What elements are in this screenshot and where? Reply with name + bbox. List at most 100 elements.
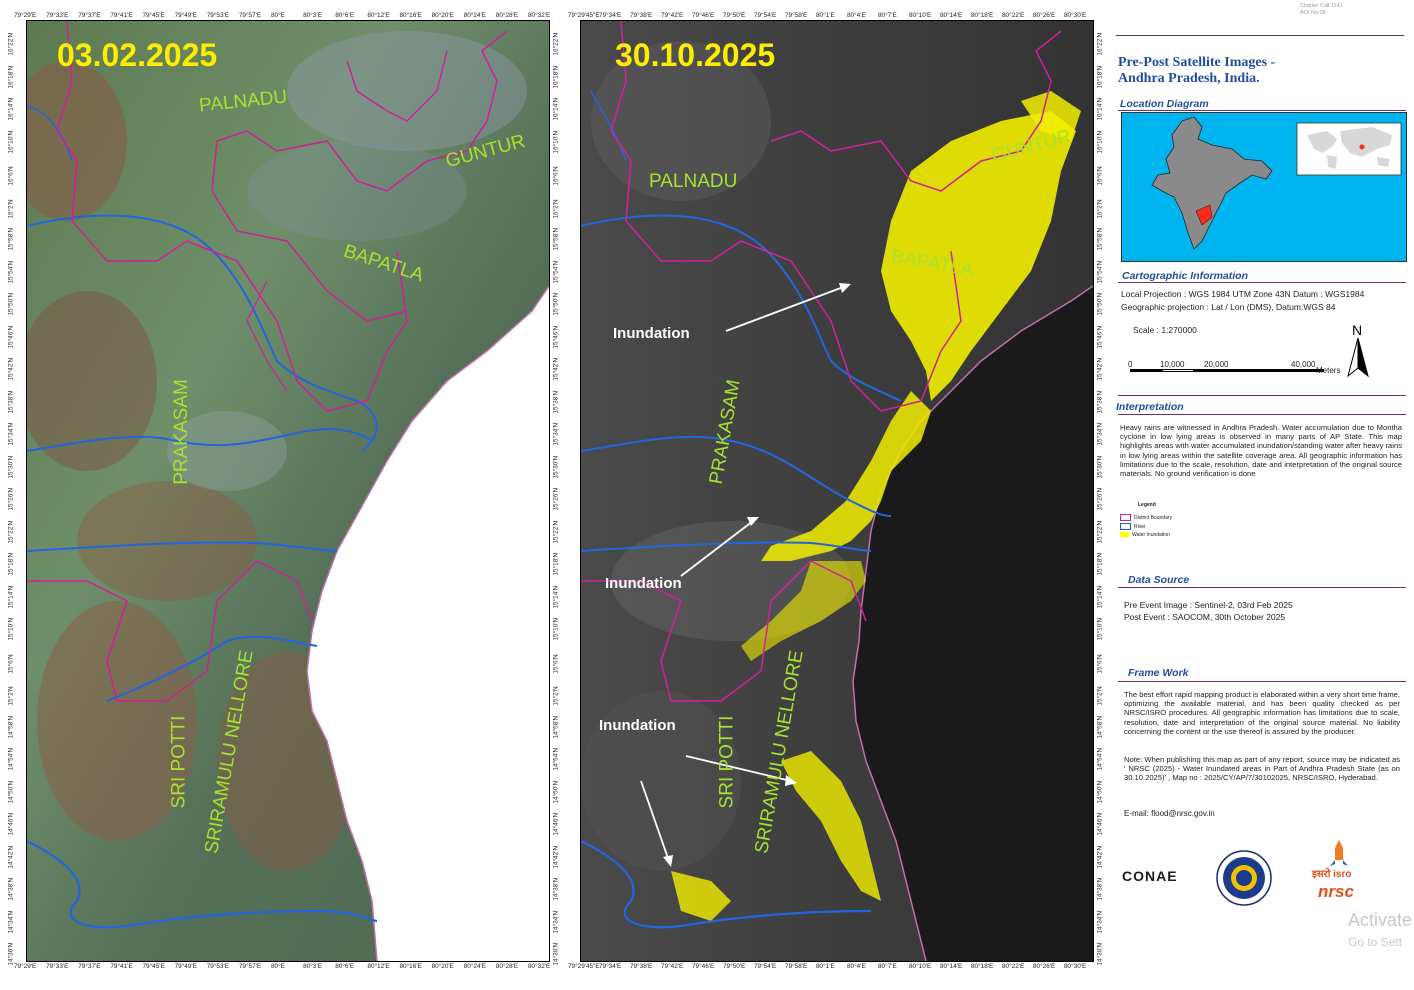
left-top-tick-16: 80°32'E	[528, 12, 551, 19]
scale-seg-3	[1194, 369, 1324, 372]
carto-line-2: Geographic projection : Lat / Lon (DMS),…	[1121, 302, 1336, 312]
left-top-tick-8: 80°E	[271, 12, 285, 19]
left-right-tick-13: 15°30'N	[552, 455, 560, 478]
left-bottom-tick-4: 79°45'E	[142, 963, 165, 970]
right-bottom-tick-14: 80°22'E	[1002, 963, 1025, 970]
right-bottom-tick-8: 80°1'E	[816, 963, 835, 970]
left-left-tick-7: 15°54'N	[7, 260, 15, 283]
north-arrow: N	[1346, 322, 1370, 378]
frame-text: The best effort rapid mapping product is…	[1124, 690, 1400, 736]
conae-logo: CONAE	[1122, 868, 1178, 884]
panel-title: Pre-Post Satellite Images - Andhra Prade…	[1118, 55, 1276, 86]
right-right-tick-7: 15°54'N	[1096, 260, 1104, 283]
legend-water-label: Water Inundation	[1132, 532, 1170, 538]
left-left-tick-25: 14°42'N	[7, 845, 15, 868]
location-rule	[1118, 110, 1406, 111]
left-bottom-tick-10: 80°6'E	[335, 963, 354, 970]
left-top-tick-12: 80°16'E	[399, 12, 422, 19]
left-left-tick-15: 15°22'N	[7, 520, 15, 543]
left-top-tick-9: 80°3'E	[303, 12, 322, 19]
scale-seg-2	[1162, 369, 1194, 372]
left-top-tick-13: 80°20'E	[431, 12, 454, 19]
data-line-1: Pre Event Image : Sentinel-2, 03rd Feb 2…	[1124, 600, 1293, 610]
right-bottom-tick-3: 79°42'E	[661, 963, 684, 970]
activate-watermark: Activate	[1348, 910, 1413, 930]
left-left-tick-0: 16°22'N	[7, 32, 15, 56]
left-map-date: 03.02.2025	[57, 37, 218, 73]
left-bottom-tick-2: 79°37'E	[78, 963, 101, 970]
right-top-tick-8: 80°1'E	[816, 12, 835, 19]
right-top-tick-15: 80°26'E	[1033, 12, 1056, 19]
right-bottom-tick-15: 80°26'E	[1033, 963, 1056, 970]
left-left-tick-28: 14°30'N	[7, 942, 15, 966]
legend-district: District Boundary	[1120, 514, 1172, 521]
right-bottom-tick-6: 79°54'E	[754, 963, 777, 970]
interp-heading: Interpretation	[1116, 401, 1184, 413]
right-bottom-tick-16: 80°30'E	[1064, 963, 1087, 970]
panel-top-rule	[1116, 35, 1404, 36]
left-top-tick-5: 79°49'E	[174, 12, 197, 19]
interp-rule	[1118, 414, 1406, 415]
left-right-tick-17: 15°14'N	[552, 585, 560, 608]
isro-rocket-icon	[1330, 840, 1348, 866]
right-bottom-tick-2: 79°38'E	[630, 963, 653, 970]
left-left-tick-8: 15°50'N	[7, 292, 15, 316]
data-line-2: Post Event : SAOCOM, 30th October 2025	[1124, 612, 1286, 622]
north-arrow-icon	[1347, 338, 1369, 378]
left-right-tick-24: 14°46'N	[552, 812, 560, 836]
left-bottom-tick-13: 80°20'E	[431, 963, 454, 970]
left-left-tick-21: 14°58'N	[7, 715, 15, 738]
right-right-tick-25: 14°42'N	[1096, 845, 1104, 868]
legend-district-swatch	[1120, 514, 1131, 521]
right-right-tick-11: 15°38'N	[1096, 390, 1104, 413]
left-bottom-tick-11: 80°12'E	[367, 963, 390, 970]
right-map-image	[581, 21, 1093, 961]
legend-water-swatch	[1120, 532, 1129, 538]
right-right-tick-1: 16°18'N	[1096, 65, 1104, 88]
legend-district-label: District Boundary	[1134, 514, 1173, 521]
right-right-tick-20: 15°2'N	[1096, 686, 1104, 706]
left-right-tick-22: 14°54'N	[552, 747, 560, 771]
right-top-tick-0: 79°29'45"E	[568, 12, 600, 19]
left-top-tick-7: 79°57'E	[238, 12, 262, 19]
left-left-tick-24: 14°46'N	[7, 812, 15, 836]
left-top-tick-1: 79°33'E	[46, 12, 69, 19]
right-bottom-tick-10: 80°7'E	[878, 963, 897, 970]
frame-note: Note: When publishing this map as part o…	[1124, 755, 1400, 783]
left-right-tick-27: 14°34'N	[552, 910, 560, 933]
scale-unit: Meters	[1316, 366, 1341, 375]
left-left-tick-19: 15°6'N	[7, 653, 15, 673]
right-top-tick-5: 79°50'E	[723, 12, 746, 19]
left-right-tick-5: 16°2'N	[552, 198, 560, 218]
left-top-tick-2: 79°37'E	[78, 12, 101, 19]
left-right-tick-8: 15°50'N	[552, 292, 560, 316]
right-right-tick-14: 15°26'N	[1096, 487, 1104, 511]
left-right-tick-20: 15°2'N	[552, 686, 560, 706]
carto-rule	[1118, 282, 1406, 283]
scale-tick-0: 0	[1128, 360, 1133, 369]
right-right-tick-23: 14°50'N	[1096, 780, 1104, 803]
left-left-tick-20: 15°2'N	[7, 686, 15, 706]
right-right-tick-6: 15°58'N	[1096, 227, 1104, 251]
left-top-tick-11: 80°12'E	[367, 12, 390, 19]
left-top-tick-10: 80°6'E	[335, 12, 354, 19]
left-left-tick-13: 15°30'N	[7, 455, 15, 478]
left-right-tick-12: 15°34'N	[552, 422, 560, 446]
right-bottom-tick-5: 79°50'E	[723, 963, 746, 970]
right-right-tick-4: 16°6'N	[1096, 166, 1104, 186]
left-right-tick-2: 16°14'N	[552, 97, 560, 121]
aoi-number: AOI No.08	[1300, 10, 1326, 16]
left-bottom-tick-5: 79°49'E	[174, 963, 197, 970]
scale-tick-20000: 20,000	[1204, 360, 1229, 369]
legend-title: Legend	[1138, 502, 1156, 508]
left-bottom-tick-6: 79°53'E	[206, 963, 230, 970]
left-left-tick-5: 16°2'N	[7, 198, 15, 218]
left-left-tick-22: 14°54'N	[7, 747, 15, 771]
right-top-tick-10: 80°7'E	[878, 12, 897, 19]
legend-river-swatch	[1120, 523, 1131, 530]
right-bottom-tick-12: 80°14'E	[940, 963, 963, 970]
left-bottom-tick-7: 79°57'E	[238, 963, 262, 970]
left-left-tick-9: 15°46'N	[7, 325, 15, 348]
right-right-tick-18: 15°10'N	[1096, 617, 1104, 641]
left-left-tick-18: 15°10'N	[7, 617, 15, 641]
